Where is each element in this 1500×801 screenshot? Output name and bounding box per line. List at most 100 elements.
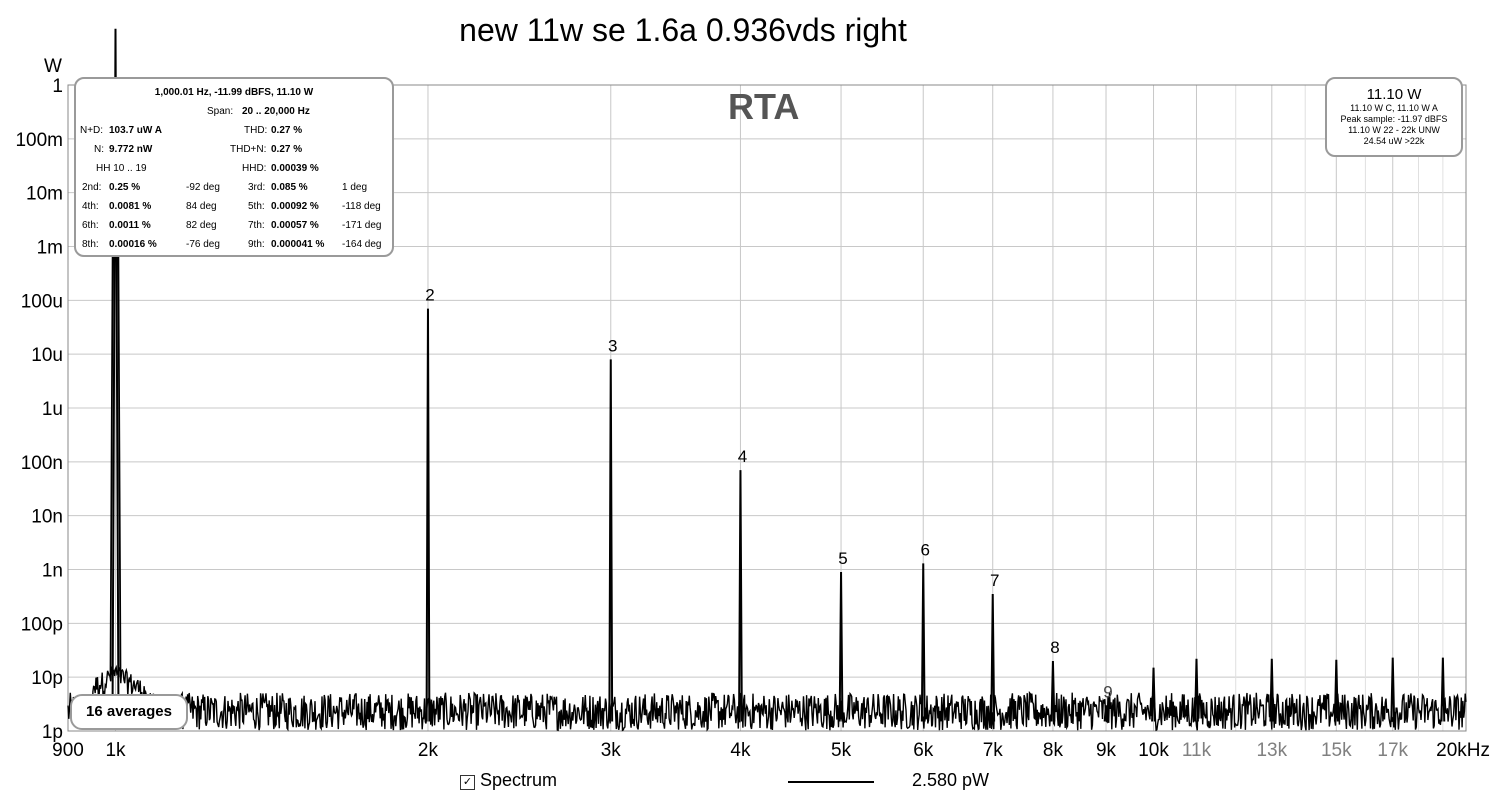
x-tick-label: 10k [1138,740,1169,761]
spectral-peak [1390,657,1396,722]
power-value: 11.10 W [1366,86,1422,103]
thd-value: 0.27 % [271,125,303,136]
x-tick-label: 13k [1256,740,1287,761]
hh-label: HH 10 .. 19 [96,163,147,174]
y-axis-unit: W [44,56,62,77]
y-tick-label: 100m [15,130,63,151]
x-tick-label: 17k [1377,740,1408,761]
chart-title: new 11w se 1.6a 0.936vds right [459,12,907,48]
harmonic-p1: 82 deg [186,220,217,231]
y-tick-label: 10n [31,507,63,528]
y-tick-label: 100n [21,453,63,474]
harmonic-l2: 5th: [248,201,265,212]
y-tick-label: 10p [31,668,63,689]
harmonic-p1: -92 deg [186,182,220,193]
nd-label: N+D: [80,125,104,136]
y-tick-label: 100p [21,614,63,635]
nd-value: 103.7 uW A [109,125,162,136]
y-tick-label: 100u [21,291,63,312]
harmonic-v1: 0.0081 % [109,201,152,212]
harmonic-v1: 0.00016 % [109,239,157,250]
x-tick-label: 15k [1321,740,1352,761]
y-axis-ticks: 1 100m 10m 1m 100u 10u 1u 100n 10n 1n 100p 10p 1p [15,76,63,743]
harmonic-l1: 2nd: [82,182,102,193]
x-tick-label: 7k [983,740,1004,761]
harmonic-l2: 7th: [248,220,265,231]
x-tick-label: 6k [913,740,934,761]
n-label: N: [94,144,104,155]
harmonic-v2: 0.000041 % [271,239,325,250]
x-tick-label: 20kHz [1436,740,1490,761]
y-tick-label: 1p [42,722,63,743]
spectral-peak [1333,659,1339,722]
span-label: Span: [207,106,234,117]
legend-label: Spectrum [480,770,558,790]
power-line-1: 11.10 W C, 11.10 W A [1350,103,1438,113]
y-tick-label: 1m [37,238,63,259]
spectral-peak [1269,658,1275,722]
spectral-peak [738,470,743,722]
harmonic-l1: 4th: [82,201,99,212]
x-tick-label: 4k [730,740,751,761]
harmonic-labels: 2 3 4 5 6 7 8 9 [425,286,1113,702]
spectral-peak [1194,658,1199,722]
span-value: 20 .. 20,000 Hz [242,106,310,117]
harmonic-p1: -76 deg [186,239,220,250]
harmonic-number-label: 4 [738,447,747,466]
x-tick-label: 9k [1096,740,1117,761]
harmonic-v1: 0.0011 % [109,220,151,231]
harmonic-number-label: 8 [1050,638,1059,657]
x-axis-ticks: 900 1k 2k 3k 4k 5k 6k 7k 8k 9k 10k 11k 13k 15k 17k 20kH… [52,740,1490,761]
rta-label: RTA [728,86,800,127]
hhd-label: HHD: [242,163,267,174]
spectrum-checkbox[interactable]: ✓ [460,775,475,790]
spectral-peak [838,571,844,722]
thd-label: THD: [244,125,268,136]
spectrum-trace [67,28,1467,732]
harmonic-l2: 3rd: [248,182,266,193]
harmonic-number-label: 5 [838,549,847,568]
harmonic-number-label: 2 [425,286,434,305]
harmonic-number-label: 3 [608,336,617,355]
noise-floor-trace [67,664,1467,732]
harmonic-p2: -171 deg [342,220,382,231]
y-tick-label: 1u [42,399,63,420]
harmonic-v2: 0.00057 % [271,220,319,231]
spectral-peak [425,308,431,722]
harmonic-l1: 6th: [82,220,99,231]
power-line-2: Peak sample: -11.97 dBFS [1340,114,1448,124]
measurement-info-box[interactable]: 1,000.01 Hz, -11.99 dBFS, 11.10 W Span: … [74,77,394,257]
legend-line-swatch [788,781,874,783]
x-tick-label: 11k [1182,740,1212,761]
harmonic-number-label: 9 [1103,682,1112,701]
harmonic-p1: 84 deg [186,201,217,212]
y-tick-label: 10u [31,345,63,366]
harmonic-v1: 0.25 % [109,182,141,193]
y-tick-label: 10m [26,184,63,205]
thdn-label: THD+N: [230,144,267,155]
harmonic-number-label: 7 [990,571,999,590]
y-tick-label: 1n [42,561,63,582]
y-tick-label: 1 [52,76,63,97]
plot-frame [67,84,1467,732]
harmonic-v2: 0.085 % [271,182,308,193]
spectral-peak [1151,667,1156,722]
x-tick-label: 2k [418,740,439,761]
power-line-3: 11.10 W 22 - 22k UNW [1348,125,1440,135]
spectral-peak [111,28,120,722]
x-tick-label: 900 [52,740,84,761]
n-value: 9.772 nW [109,144,153,155]
info-header: 1,000.01 Hz, -11.99 dBFS, 11.10 W [154,87,314,98]
harmonic-number-label: 6 [921,540,930,559]
spectral-peak [1440,657,1446,722]
legend: ✓ Spectrum 2.580 pW [460,770,989,791]
power-readout-box[interactable]: 11.10 W 11.10 W C, 11.10 W A Peak sample… [1325,77,1463,157]
x-tick-label: 8k [1043,740,1064,761]
power-line-4: 24.54 uW >22k [1363,136,1425,146]
spectral-peak [990,594,996,722]
harmonic-l2: 9th: [248,239,265,250]
spectral-peak [608,359,614,722]
spectral-peak [1050,660,1056,722]
spectral-peak [920,563,926,722]
